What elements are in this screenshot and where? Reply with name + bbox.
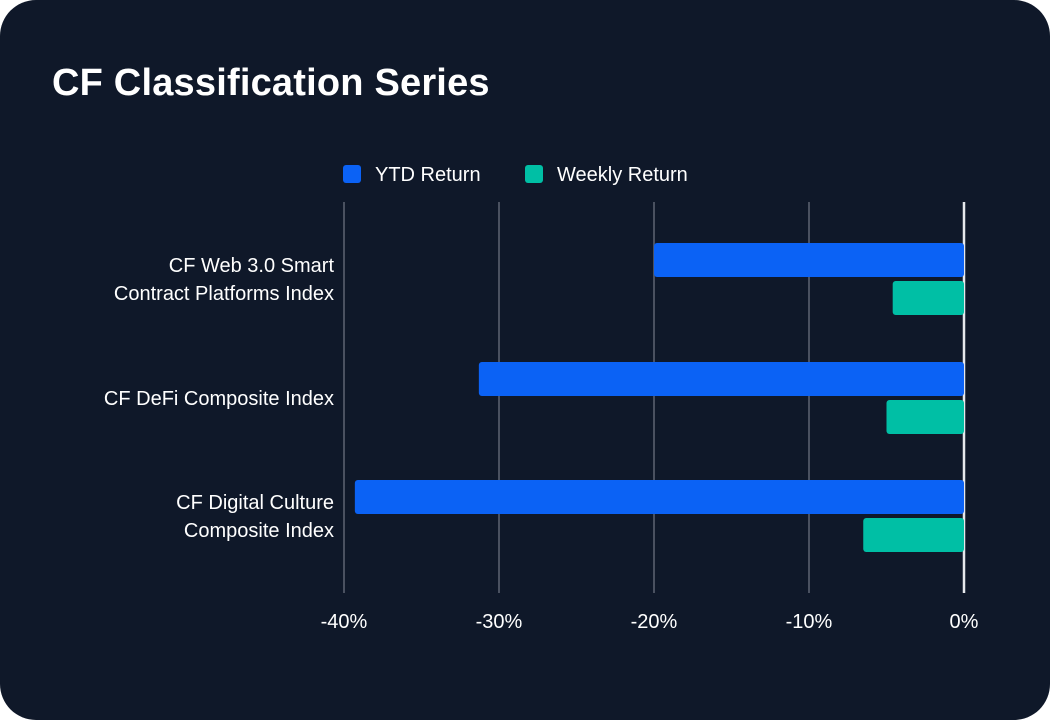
category-label: CF Web 3.0 Smart Contract Platforms Index [114,255,335,305]
weekly-return-bar [886,400,964,434]
category-label: CF DeFi Composite Index [104,388,334,410]
ytd-return-bar [654,243,964,277]
legend-swatch-ytd [343,165,361,183]
x-tick-label: -20% [631,611,678,633]
category-label: CF Digital Culture Composite Index [176,492,334,542]
x-tick-label: -30% [476,611,523,633]
ytd-return-bar [354,480,965,514]
ytd-return-bar [478,362,964,396]
weekly-return-bar [892,281,964,315]
legend-label-ytd: YTD Return [375,164,481,186]
legend-label-weekly: Weekly Return [557,164,688,186]
x-tick-label: -10% [786,611,833,633]
legend-swatch-weekly [525,165,543,183]
x-tick-label: -40% [321,611,368,633]
weekly-return-bar [863,518,964,552]
chart-title: CF Classification Series [52,62,490,104]
x-tick-label: 0% [950,611,979,633]
